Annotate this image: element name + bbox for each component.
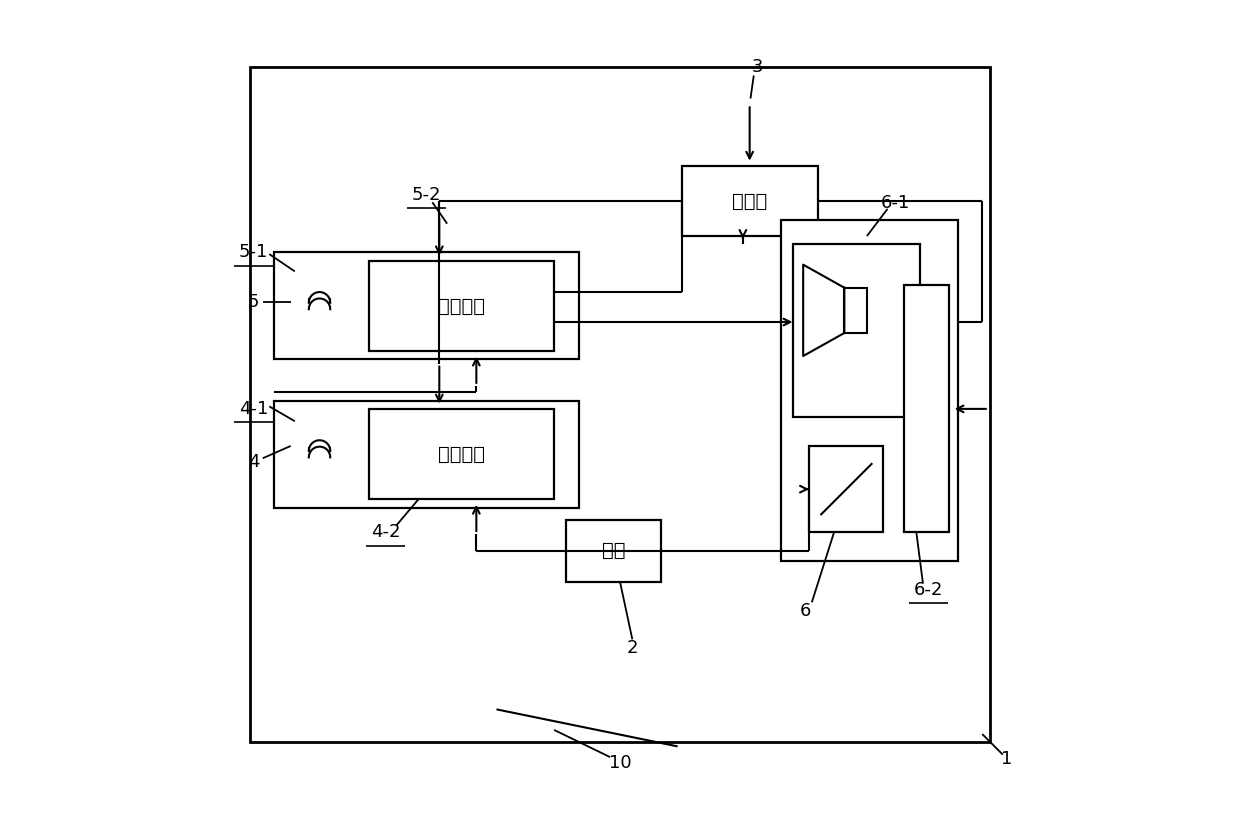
Bar [274, 401, 579, 508]
Bar [780, 220, 957, 561]
Text: 控制器: 控制器 [732, 192, 768, 211]
Text: 5-2: 5-2 [412, 186, 441, 204]
Text: 6-1: 6-1 [882, 194, 910, 212]
Bar [370, 261, 554, 351]
Text: 1: 1 [1001, 750, 1013, 767]
Text: 6-2: 6-2 [914, 581, 944, 599]
Bar [682, 166, 817, 236]
Bar [792, 244, 920, 417]
Text: 发射电路: 发射电路 [438, 444, 485, 463]
Text: 5-1: 5-1 [239, 244, 268, 262]
Bar [567, 520, 661, 582]
Text: 2: 2 [626, 638, 639, 657]
Bar [844, 287, 867, 333]
Text: 电源: 电源 [603, 541, 625, 560]
Text: 5: 5 [248, 293, 259, 311]
Text: 6: 6 [800, 601, 811, 620]
Text: 4: 4 [248, 453, 259, 472]
Text: 3: 3 [753, 59, 764, 76]
Bar [810, 446, 883, 533]
Text: 4-2: 4-2 [371, 524, 401, 541]
Bar [904, 286, 950, 533]
Text: 4-1: 4-1 [239, 400, 268, 418]
Text: 接收电路: 接收电路 [438, 297, 485, 316]
Bar [249, 67, 991, 743]
Text: 10: 10 [609, 754, 631, 771]
Bar [370, 409, 554, 500]
Bar [274, 253, 579, 359]
